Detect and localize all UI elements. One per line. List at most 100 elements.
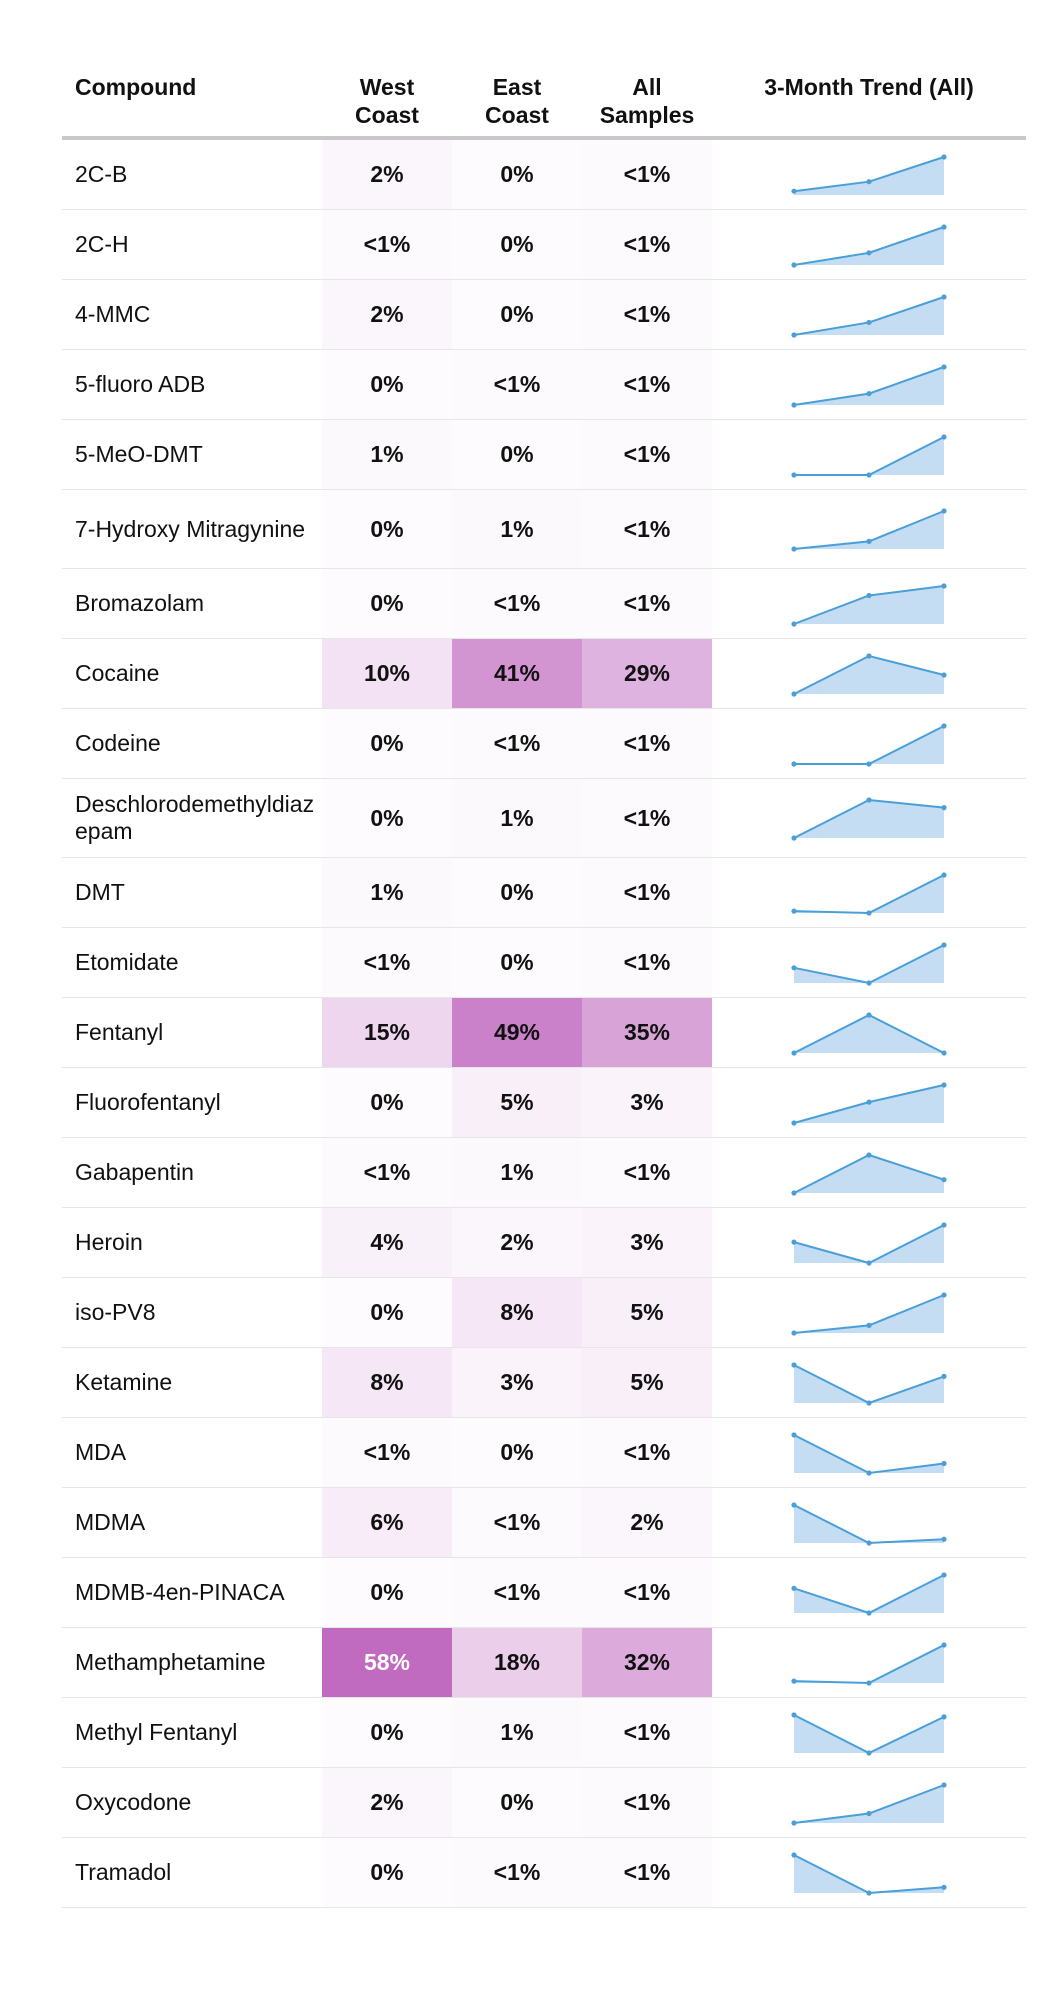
east-coast-value: 5%	[452, 1067, 582, 1138]
trend-sparkline	[791, 1571, 947, 1616]
compound-name: Deschlorodemethyldiazepam	[62, 778, 322, 858]
table-row: Ketamine 8% 3% 5%	[62, 1347, 1026, 1418]
trend-point	[941, 433, 947, 440]
header-trend: 3-Month Trend (All)	[712, 0, 1026, 140]
trend-point	[791, 1678, 797, 1684]
trend-point	[941, 223, 947, 230]
trend-point	[941, 671, 947, 678]
trend-area	[794, 655, 944, 694]
east-coast-value: <1%	[452, 349, 582, 420]
trend-sparkline-cell	[712, 279, 1026, 350]
all-samples-value: <1%	[582, 209, 712, 280]
trend-area	[794, 800, 944, 838]
table-row: 7-Hydroxy Mitragynine 0% 1% <1%	[62, 489, 1026, 569]
east-coast-value: 0%	[452, 857, 582, 928]
trend-point	[941, 941, 947, 948]
trend-sparkline	[791, 1011, 947, 1056]
west-coast-value: 2%	[322, 1767, 452, 1838]
trend-area	[794, 366, 944, 405]
trend-point	[941, 871, 947, 878]
trend-sparkline-cell	[712, 1067, 1026, 1138]
compound-name: Oxycodone	[62, 1767, 322, 1838]
trend-point	[941, 508, 947, 514]
compound-table-container: Compound West Coast East Coast All Samples …	[62, 0, 1026, 1908]
trend-sparkline-cell	[712, 349, 1026, 420]
trend-sparkline	[791, 1221, 947, 1266]
table-row: MDMB-4en-PINACA 0% <1% <1%	[62, 1557, 1026, 1628]
west-coast-value: 0%	[322, 1067, 452, 1138]
east-coast-value: 41%	[452, 638, 582, 709]
trend-sparkline	[791, 223, 947, 268]
trend-point	[791, 1711, 797, 1718]
trend-area	[794, 1854, 944, 1893]
trend-point	[866, 319, 872, 325]
compound-name: Etomidate	[62, 927, 322, 998]
trend-point	[791, 1585, 797, 1591]
table-row: 4-MMC 2% 0% <1%	[62, 279, 1026, 350]
compound-name: Codeine	[62, 708, 322, 779]
all-samples-value: <1%	[582, 708, 712, 779]
table-row: 5-fluoro ADB 0% <1% <1%	[62, 349, 1026, 420]
west-coast-value: 15%	[322, 997, 452, 1068]
all-samples-value: 5%	[582, 1347, 712, 1418]
trend-point	[941, 293, 947, 300]
trend-point	[791, 261, 797, 268]
trend-point	[791, 1851, 797, 1858]
compound-name: Gabapentin	[62, 1137, 322, 1208]
table-row: iso-PV8 0% 8% 5%	[62, 1277, 1026, 1348]
all-samples-value: 3%	[582, 1207, 712, 1278]
trend-point	[941, 582, 947, 589]
table-header-row: Compound West Coast East Coast All Samples …	[62, 0, 1026, 140]
trend-point	[866, 249, 872, 255]
trend-sparkline	[791, 1781, 947, 1826]
table-row: Methamphetamine 58% 18% 32%	[62, 1627, 1026, 1698]
all-samples-value: <1%	[582, 1137, 712, 1208]
compound-name: 2C-H	[62, 209, 322, 280]
trend-sparkline	[791, 508, 947, 552]
trend-sparkline-cell	[712, 997, 1026, 1068]
east-coast-value: 0%	[452, 209, 582, 280]
all-samples-value: <1%	[582, 927, 712, 998]
trend-area	[794, 1644, 944, 1683]
trend-point	[866, 909, 872, 916]
west-coast-value: <1%	[322, 1137, 452, 1208]
east-coast-value: 0%	[452, 138, 582, 210]
trend-point	[941, 1049, 947, 1056]
trend-sparkline	[791, 1501, 947, 1546]
trend-sparkline	[791, 871, 947, 916]
all-samples-value: <1%	[582, 778, 712, 858]
west-coast-value: 4%	[322, 1207, 452, 1278]
trend-sparkline	[791, 1711, 947, 1756]
west-coast-value: <1%	[322, 927, 452, 998]
compound-name: 4-MMC	[62, 279, 322, 350]
trend-point	[791, 1049, 797, 1056]
trend-area	[794, 1434, 944, 1473]
trend-point	[866, 760, 872, 767]
trend-sparkline-cell	[712, 1347, 1026, 1418]
west-coast-value: 2%	[322, 138, 452, 210]
trend-point	[791, 1501, 797, 1508]
compound-prevalence-table: Compound West Coast East Coast All Samples …	[62, 0, 1026, 1908]
east-coast-value: 1%	[452, 489, 582, 569]
trend-sparkline	[791, 293, 947, 338]
trend-sparkline-cell	[712, 1557, 1026, 1628]
all-samples-value: <1%	[582, 1697, 712, 1768]
trend-area	[794, 511, 944, 549]
trend-point	[791, 620, 797, 627]
table-row: 2C-B 2% 0% <1%	[62, 138, 1026, 210]
all-samples-value: <1%	[582, 279, 712, 350]
trend-sparkline-cell	[712, 209, 1026, 280]
trend-point	[866, 1810, 872, 1816]
trend-point	[941, 1221, 947, 1228]
trend-sparkline-cell	[712, 138, 1026, 210]
trend-point	[866, 1469, 872, 1476]
compound-name: 5-MeO-DMT	[62, 419, 322, 490]
west-coast-value: 0%	[322, 1697, 452, 1768]
trend-point	[791, 546, 797, 552]
trend-sparkline-cell	[712, 1137, 1026, 1208]
trend-area	[794, 1364, 944, 1403]
trend-sparkline-cell	[712, 568, 1026, 639]
trend-area	[794, 1574, 944, 1613]
west-coast-value: 0%	[322, 778, 452, 858]
trend-point	[791, 471, 797, 478]
